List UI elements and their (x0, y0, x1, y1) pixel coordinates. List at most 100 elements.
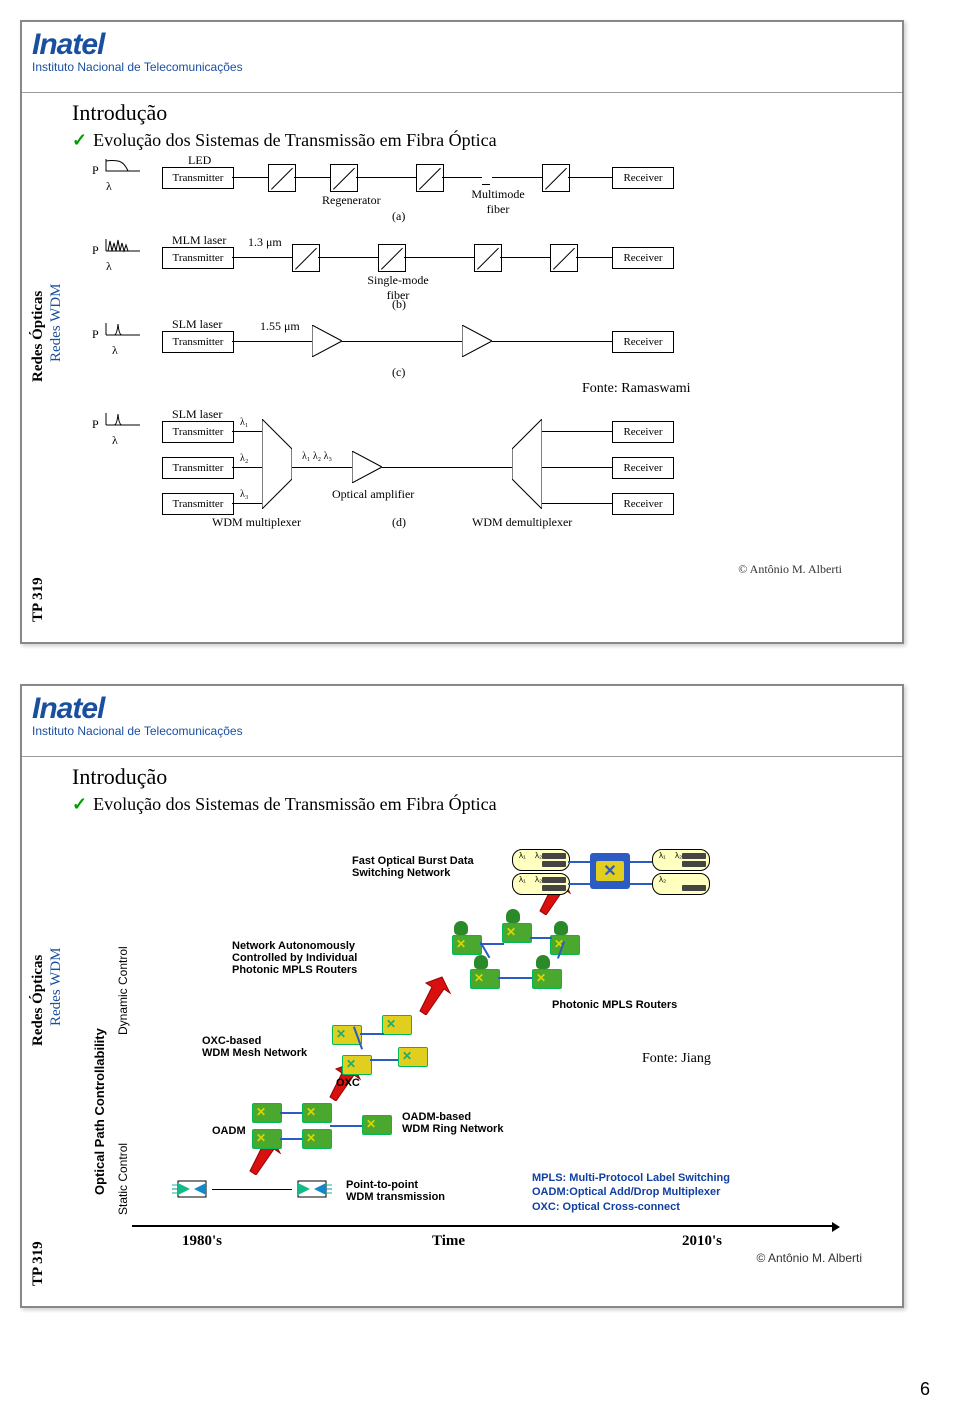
arrow-3 (412, 975, 452, 1015)
mmfiber-label: Multimode fiber (468, 187, 528, 217)
lambda-a: λ (106, 179, 112, 194)
slide-2: Inatel Instituto Nacional de Telecomunic… (20, 684, 904, 1308)
mpls-3: ✕ (550, 935, 580, 955)
rx-d3: Receiver (612, 493, 674, 515)
amp-b3 (474, 244, 502, 272)
burst-pill-2: λ₁λ₂ (512, 873, 570, 895)
spectrum-b (104, 237, 144, 259)
mpls-4: ✕ (470, 969, 500, 989)
spectrum-a (104, 157, 144, 179)
burst-switch: ✕ (590, 853, 630, 889)
xaxis-left: 1980's (182, 1233, 222, 1250)
tx-d2: Transmitter (162, 457, 234, 479)
p-label-a: P (92, 163, 99, 178)
tag-c: (c) (392, 365, 405, 380)
yaxis-low: Static Control (116, 1143, 130, 1215)
oadm-4: ✕ (302, 1129, 332, 1149)
slide-header: Inatel Instituto Nacional de Telecomunic… (22, 22, 902, 93)
spectrum-c (104, 321, 144, 343)
slide2-bullet: ✓Evolução dos Sistemas de Transmissão em… (72, 794, 892, 815)
sidebar2-course-code: TP 319 (30, 1241, 47, 1286)
yaxis-label: Optical Path Controllability (92, 1028, 107, 1195)
oxc-2: ✕ (382, 1015, 412, 1035)
sidebar-labels: Redes Ópticas Redes WDM TP 319 (28, 102, 64, 622)
logo: Inatel (32, 28, 892, 62)
tx-c: Transmitter (162, 331, 234, 353)
mpls-text: Network Autonomously Controlled by Indiv… (232, 940, 357, 976)
ptp-node-2 (292, 1175, 332, 1203)
check-icon-2: ✓ (72, 794, 87, 814)
spectrum-d (104, 411, 144, 433)
yaxis-high: Dynamic Control (116, 946, 130, 1035)
rx-c: Receiver (612, 331, 674, 353)
rx-a: Receiver (612, 167, 674, 189)
legend: MPLS: Multi-Protocol Label Switching OAD… (532, 1171, 730, 1214)
burst-label: Fast Optical Burst Data Switching Networ… (352, 855, 474, 879)
wl-b: 1.3 μm (248, 235, 282, 250)
mux-label: WDM multiplexer (212, 515, 301, 530)
evolution-staircase: Optical Path Controllability Dynamic Con… (82, 815, 872, 1255)
slide2-title: Introdução (72, 764, 892, 790)
amp-b1 (292, 244, 320, 272)
oadm-label: OADM (212, 1125, 246, 1137)
slide2-header: Inatel Instituto Nacional de Telecomunic… (22, 686, 902, 757)
demux-label: WDM demultiplexer (472, 515, 572, 530)
slm-label-d: SLM laser (172, 407, 222, 422)
amp-a4 (542, 164, 570, 192)
oadm-5: ✕ (362, 1115, 392, 1135)
oxc-4: ✕ (398, 1047, 428, 1067)
mpls-5: ✕ (532, 969, 562, 989)
tx-b: Transmitter (162, 247, 234, 269)
mpls-2: ✕ (502, 923, 532, 943)
logo-subtitle: Instituto Nacional de Telecomunicações (32, 60, 892, 74)
mlm-label: MLM laser (172, 233, 226, 248)
tx-d1: Transmitter (162, 421, 234, 443)
wdm-demux (512, 419, 542, 509)
db-icon-4 (474, 955, 488, 969)
oxc-mesh-label: OXC-based WDM Mesh Network (202, 1035, 307, 1059)
opt-amp (352, 451, 382, 483)
l1-d: λ₁ (240, 417, 248, 428)
slide1-body: Introdução ✓Evolução dos Sistemas de Tra… (72, 100, 892, 632)
amp-a2 (330, 164, 358, 192)
xaxis-mid: Time (432, 1233, 465, 1250)
p-label-b: P (92, 243, 99, 258)
burst-pill-4: λ₂ (652, 873, 710, 895)
sidebar-redes-opticas: Redes Ópticas (30, 291, 47, 382)
ptp-node-1 (172, 1175, 212, 1203)
slide1-title: Introdução (72, 100, 892, 126)
source-2: Fonte: Jiang (642, 1051, 711, 1067)
l2-d: λ₂ (240, 453, 248, 464)
evolution-diagram: P λ LED Transmitter Regenerator Multimod… (92, 157, 852, 577)
oxc-sublabel: OXC (336, 1077, 360, 1089)
logo2-subtitle: Instituto Nacional de Telecomunicações (32, 724, 892, 738)
sidebar-redes-wdm: Redes WDM (48, 284, 65, 362)
slide2-body: Introdução ✓Evolução dos Sistemas de Tra… (72, 764, 892, 1296)
amp-a3 (416, 164, 444, 192)
rx-b: Receiver (612, 247, 674, 269)
mpls-router-label: Photonic MPLS Routers (552, 999, 677, 1011)
slide1-bullet: ✓Evolução dos Sistemas de Transmissão em… (72, 130, 892, 151)
db-icon-3 (554, 921, 568, 935)
lam-all: λ₁ λ₂ λ₃ (302, 451, 332, 462)
oadm-2: ✕ (302, 1103, 332, 1123)
sidebar-labels-2: Redes Ópticas Redes WDM TP 319 (28, 766, 64, 1286)
amp-tri-c1 (312, 325, 342, 357)
source-1: Fonte: Ramaswami (582, 381, 691, 397)
amp-tri-c2 (462, 325, 492, 357)
page-number: 6 (920, 1379, 930, 1400)
wdm-mux (262, 419, 292, 509)
slide-1: Inatel Instituto Nacional de Telecomunic… (20, 20, 904, 644)
p-label-d: P (92, 417, 99, 432)
mpls-1: ✕ (452, 935, 482, 955)
amp-b2 (378, 244, 406, 272)
amp-label: Optical amplifier (332, 487, 414, 502)
p-label-c: P (92, 327, 99, 342)
burst-pill-3: λ₁λ₂ (652, 849, 710, 871)
regen-label: Regenerator (322, 193, 381, 208)
burst-pill-1: λ₁λ₂ (512, 849, 570, 871)
copyright-1: © Antônio M. Alberti (738, 562, 842, 577)
slm-label-c: SLM laser (172, 317, 222, 332)
oxc-3: ✕ (342, 1055, 372, 1075)
check-icon: ✓ (72, 130, 87, 150)
